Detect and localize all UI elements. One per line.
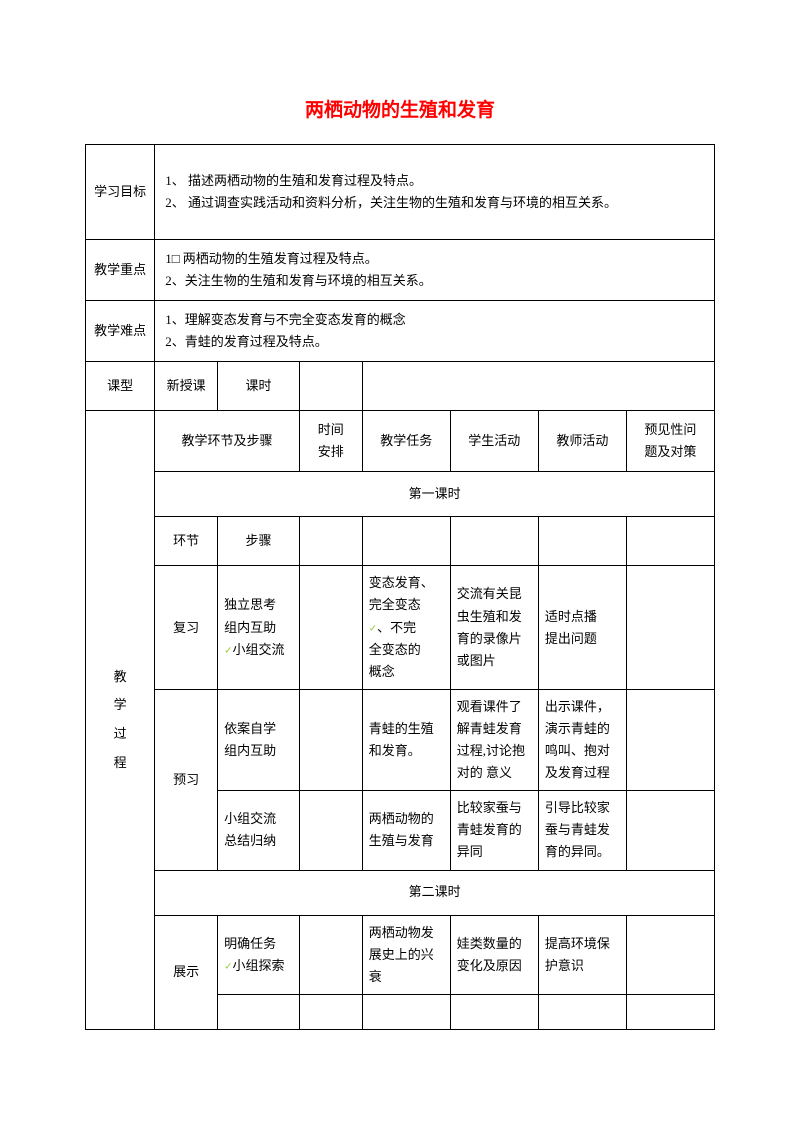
- r2b-student: 比较家蚕与青蛙发育的异同: [450, 791, 538, 870]
- r1-task: 变态发育、完全变态✓、不完全变态的概念: [362, 566, 450, 689]
- goal-label: 学习目标: [86, 145, 155, 240]
- r1-time: [299, 566, 362, 689]
- session2: 第二课时: [155, 870, 715, 915]
- hdr-student: 学生活动: [450, 411, 538, 472]
- r2-stage: 预习: [155, 689, 218, 870]
- r2b-issue: [626, 791, 714, 870]
- period-extra: [362, 362, 714, 411]
- r3b-step: [218, 994, 300, 1029]
- r3-student: 娃类数量的变化及原因: [450, 915, 538, 994]
- sub-task: [362, 517, 450, 566]
- process-label: 教 学 过 程: [86, 411, 155, 1029]
- r3-stage: 展示: [155, 915, 218, 1029]
- sub-time: [299, 517, 362, 566]
- r3-issue: [626, 915, 714, 994]
- sub-step: 步骤: [218, 517, 300, 566]
- r2a-student: 观看课件了解青蛙发育过程,讨论抱对的 意义: [450, 689, 538, 790]
- sub-stage: 环节: [155, 517, 218, 566]
- r2a-time: [299, 689, 362, 790]
- r3b-student: [450, 994, 538, 1029]
- type-label: 课型: [86, 362, 155, 411]
- r2b-teacher: 引导比较家蚕与青蛙发育的异同。: [538, 791, 626, 870]
- r3b-issue: [626, 994, 714, 1029]
- r2b-step: 小组交流 总结归纳: [218, 791, 300, 870]
- r1-issue: [626, 566, 714, 689]
- r2b-task: 两栖动物的生殖与发育: [362, 791, 450, 870]
- r3-teacher: 提高环境保护意识: [538, 915, 626, 994]
- hdr-task: 教学任务: [362, 411, 450, 472]
- r1-stage: 复习: [155, 566, 218, 689]
- sub-teacher: [538, 517, 626, 566]
- r3-step: 明确任务✓小组探索: [218, 915, 300, 994]
- session1: 第一课时: [155, 472, 715, 517]
- hdr-teacher: 教师活动: [538, 411, 626, 472]
- r2a-step: 依案自学 组内互助: [218, 689, 300, 790]
- hdr-issue: 预见性问 题及对策: [626, 411, 714, 472]
- diff-label: 教学难点: [86, 301, 155, 362]
- r1-student: 交流有关昆虫生殖和发育的录像片或图片: [450, 566, 538, 689]
- focus-text: 1□ 两栖动物的生殖发育过程及特点。 2、关注生物的生殖和发育与环境的相互关系。: [155, 240, 715, 301]
- goal-text: 1、 描述两栖动物的生殖和发育过程及特点。 2、 通过调查实践活动和资料分析，关…: [155, 145, 715, 240]
- sub-student: [450, 517, 538, 566]
- r2a-teacher: 出示课件，演示青蛙的鸣叫、抱对及发育过程: [538, 689, 626, 790]
- r1-teacher: 适时点播 提出问题: [538, 566, 626, 689]
- hdr-step: 教学环节及步骤: [155, 411, 300, 472]
- r3b-task: [362, 994, 450, 1029]
- page-title: 两栖动物的生殖和发育: [85, 95, 715, 122]
- diff-text: 1、理解变态发育与不完全变态发育的概念 2、青蛙的发育过程及特点。: [155, 301, 715, 362]
- r2a-task: 青蛙的生殖和发育。: [362, 689, 450, 790]
- r2b-time: [299, 791, 362, 870]
- r3-time: [299, 915, 362, 994]
- hdr-time: 时间 安排: [299, 411, 362, 472]
- focus-label: 教学重点: [86, 240, 155, 301]
- type-value: 新授课: [155, 362, 218, 411]
- r3b-time: [299, 994, 362, 1029]
- r3-task: 两栖动物发展史上的兴衰: [362, 915, 450, 994]
- r1-step: 独立思考组内互助✓小组交流: [218, 566, 300, 689]
- period-value: [299, 362, 362, 411]
- r2a-issue: [626, 689, 714, 790]
- lesson-plan-table: 学习目标 1、 描述两栖动物的生殖和发育过程及特点。 2、 通过调查实践活动和资…: [85, 144, 715, 1030]
- sub-issue: [626, 517, 714, 566]
- period-label: 课时: [218, 362, 300, 411]
- r3b-teacher: [538, 994, 626, 1029]
